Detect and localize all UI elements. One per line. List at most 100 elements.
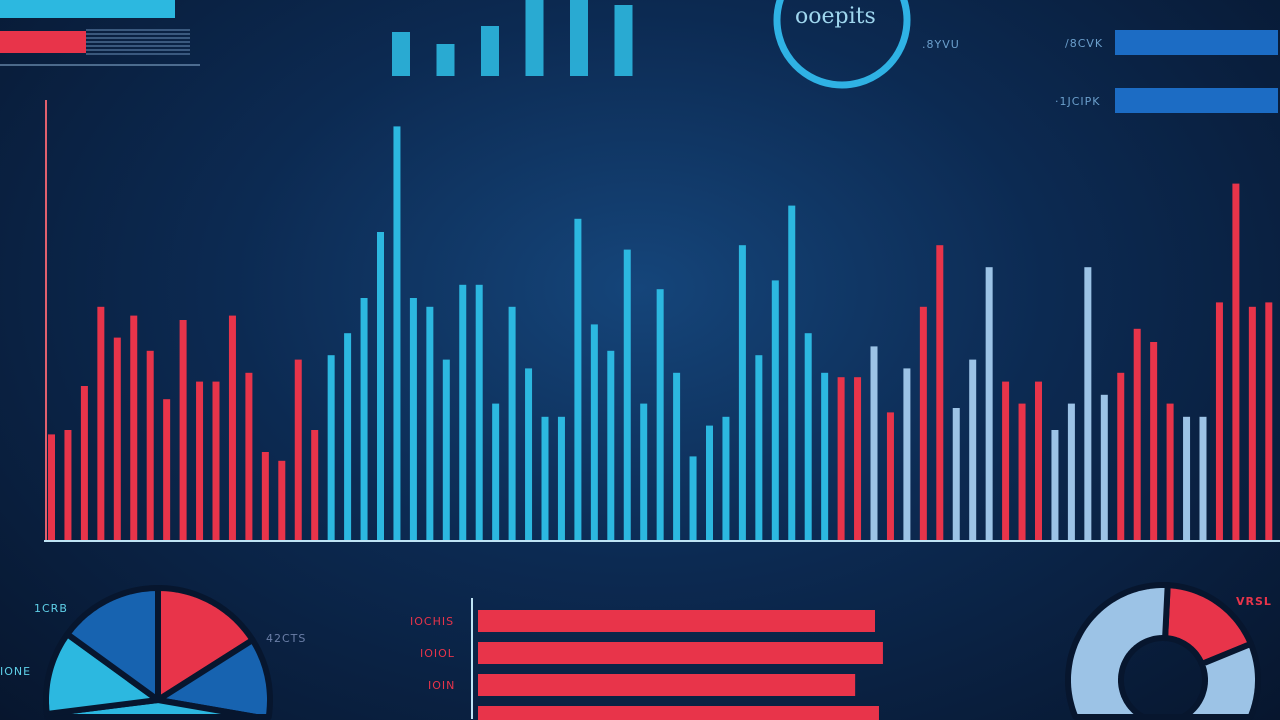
main-bar	[1018, 403, 1026, 540]
main-bar	[196, 381, 204, 540]
pie-label-3: IONE	[0, 665, 32, 678]
main-bar	[508, 306, 516, 540]
main-bar	[64, 430, 72, 540]
main-bar	[393, 126, 401, 541]
top-right-label-1: /8CVK	[1065, 37, 1104, 50]
top-bar	[436, 44, 455, 76]
main-bar	[590, 324, 598, 540]
main-bar	[1248, 306, 1256, 540]
main-bar	[607, 350, 615, 540]
pie-slice	[155, 637, 273, 720]
main-bar	[1100, 394, 1108, 540]
main-bar	[525, 368, 533, 540]
hbar-label-1: IOCHIS	[410, 615, 455, 628]
main-bar	[1117, 372, 1125, 540]
ring-progress	[773, 0, 911, 89]
top-bar	[570, 0, 588, 76]
top-left-bar	[0, 0, 175, 18]
pie-label-2: 42CTS	[266, 632, 307, 645]
top-right-bar	[1115, 30, 1278, 55]
main-bar	[426, 306, 434, 540]
main-bar	[656, 289, 664, 540]
top-mid-label: .8YVU	[922, 38, 960, 51]
pie-label-1: 1CRB	[34, 602, 68, 615]
bottom-hbar	[478, 642, 883, 664]
main-bar	[228, 315, 236, 540]
main-bar	[327, 355, 335, 540]
main-bar	[870, 346, 878, 540]
main-bar	[837, 377, 845, 540]
top-bar	[392, 32, 410, 76]
main-bar	[344, 333, 352, 540]
main-bar	[1084, 267, 1092, 540]
main-bar	[1035, 381, 1042, 540]
main-bar	[985, 267, 993, 540]
donut-slice	[1065, 582, 1261, 720]
main-bar	[1232, 183, 1240, 540]
hbar-label-2: IOIOL	[420, 647, 455, 660]
main-bar	[475, 284, 483, 540]
main-bar	[459, 284, 467, 540]
pie-slice	[155, 585, 256, 703]
main-bar	[1199, 416, 1207, 540]
main-bar	[1183, 416, 1191, 540]
top-bar	[614, 5, 633, 76]
main-bar	[640, 403, 648, 540]
hbar-label-3: IOIN	[428, 679, 456, 692]
main-bar	[1133, 328, 1141, 540]
donut-label: VRSL	[1236, 595, 1272, 608]
main-bar	[48, 434, 55, 540]
main-bar	[1150, 342, 1158, 540]
main-bar	[1215, 302, 1223, 540]
main-bar	[360, 298, 368, 540]
top-right-label-2: ·1JCIPK	[1055, 95, 1101, 108]
main-bar	[294, 359, 302, 540]
main-bar	[821, 372, 829, 540]
main-bar	[673, 372, 681, 540]
main-bar	[919, 306, 927, 540]
pie-slice	[43, 631, 161, 717]
main-bar	[311, 430, 319, 540]
main-bar	[212, 381, 220, 540]
main-bar	[952, 408, 960, 540]
main-bar	[1002, 381, 1010, 540]
main-bar	[854, 377, 862, 540]
main-bar	[1265, 302, 1273, 540]
main-bar	[261, 452, 269, 540]
main-bar	[557, 416, 565, 540]
top-bar	[481, 26, 499, 76]
main-bar	[969, 359, 977, 540]
bottom-hbar	[478, 610, 875, 632]
main-bar	[738, 245, 746, 540]
main-bar	[886, 412, 894, 540]
main-bar	[903, 368, 911, 540]
main-bar	[541, 416, 549, 540]
top-right-bar	[1115, 88, 1278, 113]
main-bar	[113, 337, 121, 540]
bottom-hbar	[478, 706, 879, 720]
ring-label: ooepits	[795, 4, 876, 29]
top-left-bar	[0, 31, 86, 53]
main-bar	[97, 306, 105, 540]
main-bar	[409, 298, 417, 540]
main-bar	[1067, 403, 1075, 540]
main-bar	[771, 280, 779, 540]
main-bar	[179, 320, 187, 540]
main-bar	[130, 315, 138, 540]
main-bar	[492, 403, 500, 540]
top-bar	[525, 0, 544, 76]
pie-slice	[43, 697, 260, 720]
bottom-hbar	[478, 674, 856, 696]
main-bar	[278, 460, 286, 540]
main-bar	[442, 359, 450, 540]
main-bar	[804, 333, 812, 540]
main-bar	[722, 416, 730, 540]
main-bar	[788, 205, 796, 540]
main-bar	[755, 355, 763, 540]
main-bar	[936, 245, 944, 540]
main-bar	[1166, 403, 1174, 540]
main-bar	[377, 232, 384, 540]
main-bar	[574, 218, 582, 541]
main-bar	[80, 386, 88, 540]
